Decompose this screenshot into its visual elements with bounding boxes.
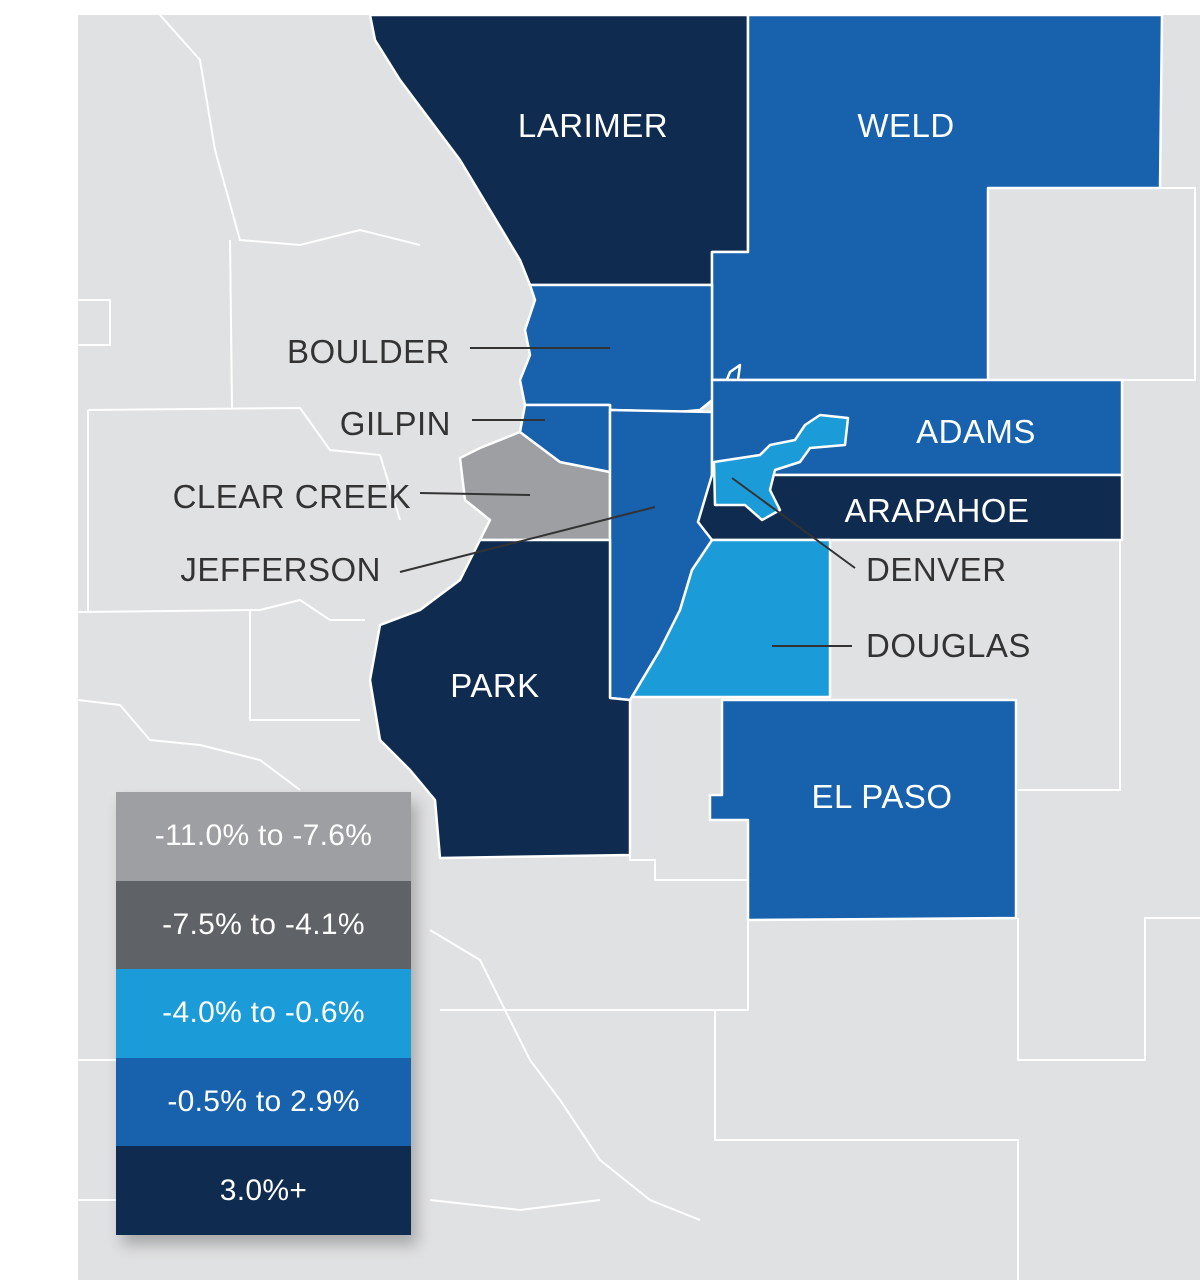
- county-park: [368, 538, 632, 860]
- legend-item-label: -0.5% to 2.9%: [167, 1085, 360, 1119]
- background-counties: [77, 14, 1200, 1280]
- bg-boundary: [87, 406, 401, 521]
- legend-item: -0.5% to 2.9%: [116, 1057, 411, 1147]
- label-weld: WELD: [857, 107, 954, 144]
- legend-item-label: -11.0% to -7.6%: [154, 819, 373, 853]
- label-douglas: DOUGLAS: [866, 627, 1031, 664]
- legend-item: -4.0% to -0.6%: [116, 969, 411, 1058]
- label-larimer: LARIMER: [518, 107, 668, 144]
- legend-item-label: -4.0% to -0.6%: [162, 996, 365, 1030]
- legend-item-label: 3.0%+: [219, 1173, 308, 1207]
- county-denver: [712, 413, 850, 522]
- label-el-paso: EL PASO: [811, 778, 952, 815]
- legend-item: -7.5% to -4.1%: [116, 880, 411, 970]
- bg-boundary: [429, 1199, 601, 1212]
- legend: -11.0% to -7.6% -7.5% to -4.1% -4.0% to …: [116, 792, 411, 1235]
- bg-boundary: [229, 239, 233, 409]
- bg-boundary: [429, 929, 701, 1221]
- label-clear-creek: CLEAR CREEK: [173, 478, 411, 515]
- bg-boundary: [78, 299, 111, 346]
- county-gilpin: [518, 403, 612, 474]
- legend-item-label: -7.5% to -4.1%: [162, 907, 365, 941]
- county-douglas: [630, 538, 832, 699]
- label-park: PARK: [450, 667, 539, 704]
- bg-boundary: [159, 14, 421, 247]
- county-el-paso: [708, 698, 1018, 922]
- legend-item: 3.0%+: [116, 1146, 411, 1235]
- label-arapahoe: ARAPAHOE: [845, 492, 1030, 529]
- leader-jefferson: [399, 506, 656, 573]
- label-denver: DENVER: [866, 551, 1007, 588]
- label-gilpin: GILPIN: [340, 405, 451, 442]
- leader-clear-creek: [419, 492, 531, 496]
- bg-boundary: [1017, 917, 1200, 1061]
- legend-item: -11.0% to -7.6%: [116, 792, 411, 881]
- bg-boundary: [77, 699, 301, 791]
- county-arapahoe: [696, 473, 1124, 542]
- bg-boundary: [714, 1010, 1019, 1280]
- bg-boundary: [77, 598, 365, 621]
- label-jefferson: JEFFERSON: [180, 551, 381, 588]
- leader-denver: [731, 477, 856, 569]
- label-adams: ADAMS: [916, 413, 1036, 450]
- bg-boundary: [440, 920, 749, 1011]
- bg-boundary: [249, 610, 360, 721]
- label-boulder: BOULDER: [287, 333, 450, 370]
